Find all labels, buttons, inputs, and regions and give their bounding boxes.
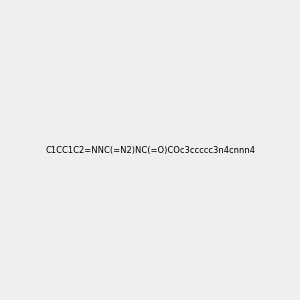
Text: C1CC1C2=NNC(=N2)NC(=O)COc3ccccc3n4cnnn4: C1CC1C2=NNC(=N2)NC(=O)COc3ccccc3n4cnnn4 (45, 146, 255, 154)
